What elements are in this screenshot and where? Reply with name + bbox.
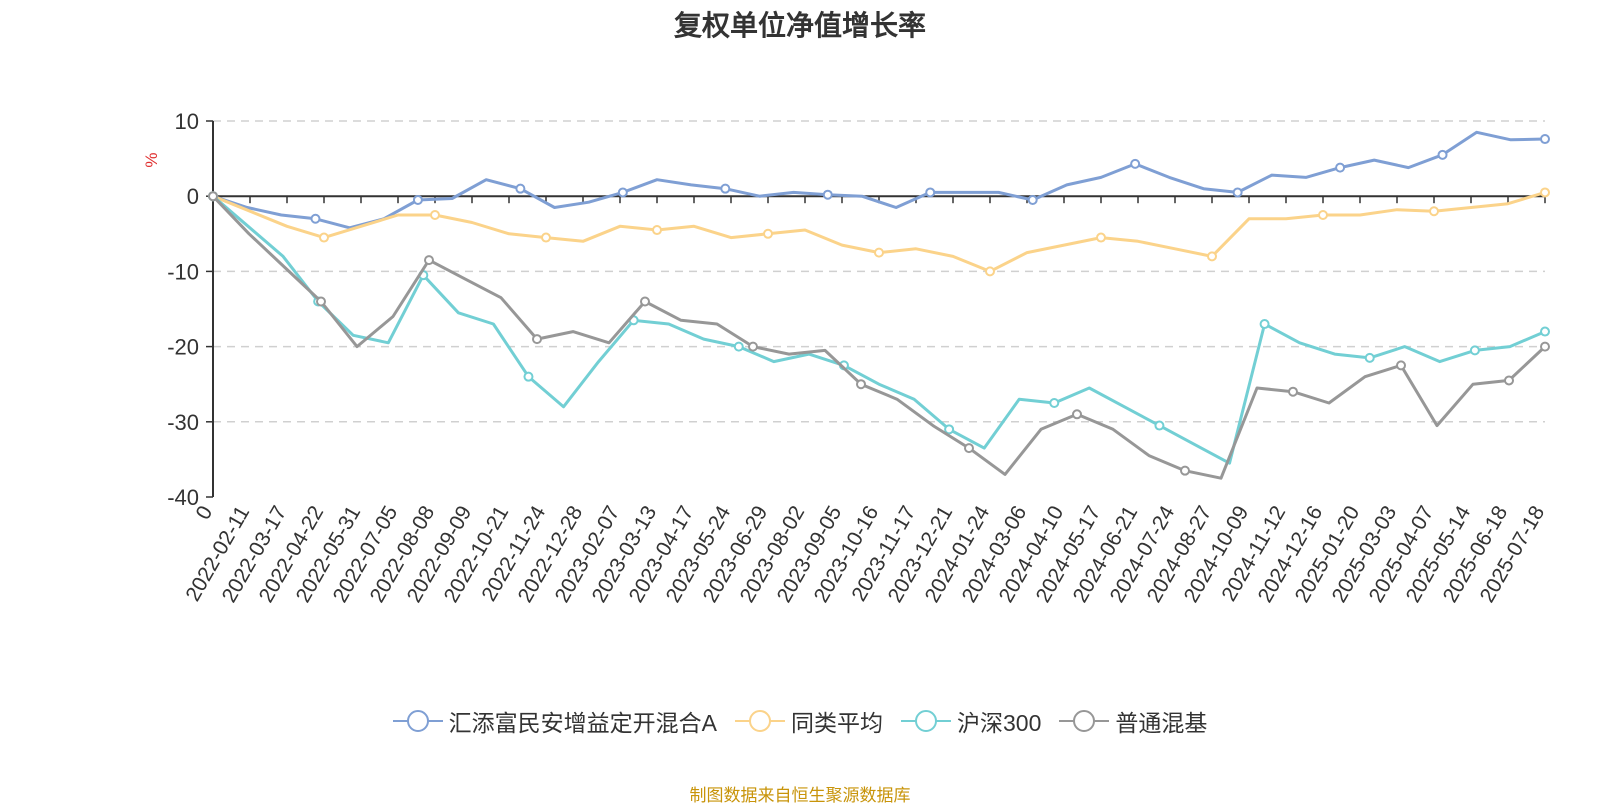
series-point-3 — [856, 379, 866, 390]
series-line-3 — [211, 195, 1547, 480]
series-point-3 — [316, 296, 326, 307]
series-point-2 — [1540, 326, 1550, 337]
y-tick-label: 0 — [187, 184, 199, 209]
series-point-0 — [617, 187, 628, 198]
series-point-3 — [964, 443, 974, 454]
series-point-0 — [1540, 134, 1550, 145]
legend-marker-icon — [734, 707, 785, 735]
series-lines — [208, 130, 1550, 480]
legend-label: 沪深300 — [956, 710, 1042, 736]
series-point-1 — [652, 225, 662, 236]
series-point-2 — [1259, 319, 1270, 330]
x-tick-label: 0 — [192, 502, 218, 524]
series-point-1 — [763, 228, 773, 239]
series-point-0 — [1130, 158, 1141, 169]
legend-item-3[interactable]: 普通混基 — [1059, 704, 1207, 738]
series-point-3 — [1288, 386, 1298, 397]
y-tick-label: -20 — [167, 335, 199, 360]
tick-labels: 100-10-20-30-4002022-02-112022-03-172022… — [167, 109, 1549, 607]
series-point-3 — [208, 191, 218, 202]
series-point-1 — [874, 247, 884, 258]
y-tick-label: 10 — [175, 109, 199, 134]
series-point-0 — [822, 189, 833, 200]
series-line-2 — [212, 195, 1546, 465]
data-source-note: 制图数据来自恒生聚源数据库 — [689, 786, 911, 805]
y-tick-label: -40 — [167, 485, 199, 510]
series-line-0 — [212, 130, 1546, 230]
series-point-2 — [1469, 345, 1480, 356]
legend-item-1[interactable]: 同类平均 — [734, 704, 883, 738]
series-point-2 — [944, 424, 955, 435]
series-point-3 — [1540, 341, 1550, 352]
chart-title: 复权单位净值增长率 — [673, 10, 926, 41]
series-point-2 — [1364, 352, 1375, 363]
series-point-3 — [1504, 375, 1514, 386]
legend-marker-icon — [900, 707, 951, 735]
series-point-2 — [733, 341, 744, 352]
series-point-0 — [1335, 162, 1346, 173]
series-point-3 — [424, 255, 434, 266]
series-point-3 — [1072, 409, 1082, 420]
series-point-0 — [1027, 194, 1038, 205]
series-point-3 — [640, 296, 650, 307]
legend-item-0[interactable]: 汇添富民安增益定开混合A — [392, 704, 717, 738]
legend-label: 普通混基 — [1115, 710, 1208, 736]
series-point-1 — [1207, 251, 1217, 262]
series-point-0 — [1437, 149, 1448, 160]
series-point-1 — [319, 232, 329, 243]
series-point-0 — [412, 194, 423, 205]
y-tick-label: -10 — [167, 259, 199, 284]
chart-legend: 汇添富民安增益定开混合A 同类平均 沪深300 普通混基 — [0, 704, 1600, 738]
legend-label: 汇添富民安增益定开混合A — [448, 710, 717, 736]
series-point-0 — [310, 213, 321, 224]
y-tick-label: -30 — [167, 410, 199, 435]
series-point-3 — [748, 341, 758, 352]
series-point-0 — [925, 187, 936, 198]
series-point-3 — [1180, 465, 1190, 476]
series-point-0 — [1232, 187, 1243, 198]
series-point-2 — [1049, 398, 1060, 408]
series-point-2 — [1154, 420, 1165, 431]
axes — [206, 120, 1546, 498]
series-point-1 — [1429, 206, 1439, 217]
series-point-1 — [1096, 232, 1106, 243]
legend-marker-icon — [1059, 707, 1110, 735]
legend-marker-icon — [392, 707, 443, 735]
series-point-1 — [1318, 210, 1328, 220]
series-point-1 — [1540, 187, 1550, 198]
legend-label: 同类平均 — [790, 710, 883, 736]
grid-lines — [213, 120, 1545, 423]
series-point-3 — [1396, 360, 1406, 371]
y-axis-unit-label: % — [142, 152, 161, 167]
legend-item-2[interactable]: 沪深300 — [900, 704, 1042, 738]
series-point-3 — [532, 334, 542, 345]
series-point-1 — [430, 210, 440, 220]
series-point-1 — [985, 266, 995, 277]
series-point-2 — [523, 371, 534, 382]
series-point-1 — [541, 232, 551, 243]
series-point-0 — [720, 183, 731, 194]
series-point-0 — [515, 183, 526, 194]
